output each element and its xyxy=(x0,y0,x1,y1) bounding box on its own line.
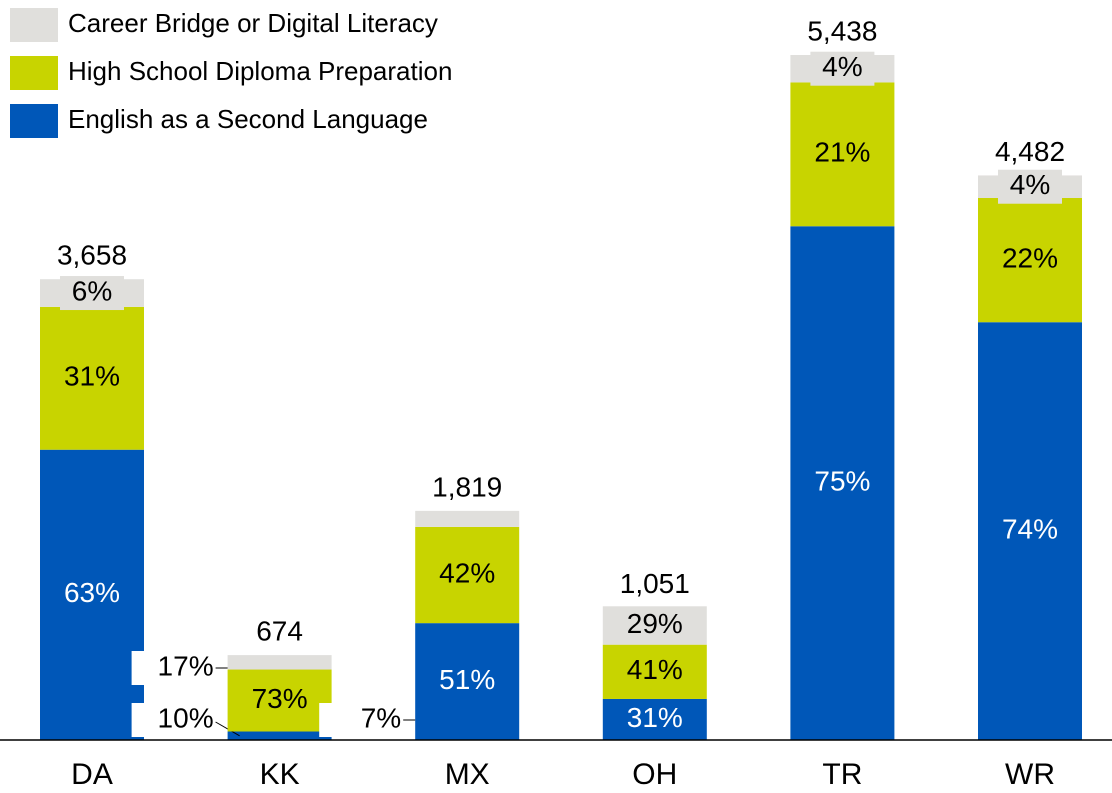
label-background xyxy=(998,169,1062,204)
segment-label: 73% xyxy=(252,683,308,714)
x-tick-label: OH xyxy=(632,758,677,791)
segment-label: 31% xyxy=(64,361,120,392)
bar-segment xyxy=(227,655,332,670)
segment-label: 74% xyxy=(1002,513,1058,544)
x-tick-label: KK xyxy=(260,758,300,791)
bar-segment xyxy=(978,198,1082,323)
x-tick-label: MX xyxy=(445,758,490,791)
total-label: 4,482 xyxy=(995,136,1065,167)
total-label: 1,819 xyxy=(432,471,502,502)
legend-swatch xyxy=(10,56,58,90)
total-label: 1,051 xyxy=(620,568,690,599)
legend-swatch xyxy=(10,8,58,42)
segment-label: 4% xyxy=(822,51,862,82)
legend-label: English as a Second Language xyxy=(68,104,428,134)
segment-label: 51% xyxy=(439,664,495,695)
segment-label: 17% xyxy=(158,650,214,681)
total-label: 3,658 xyxy=(57,240,127,271)
segment-label: 21% xyxy=(814,137,870,168)
segment-label: 31% xyxy=(627,702,683,733)
segment-label: 7% xyxy=(361,702,401,733)
bar-segment xyxy=(602,698,707,740)
x-tick-label: WR xyxy=(1005,758,1055,791)
bar-segment xyxy=(40,306,144,450)
segment-label: 63% xyxy=(64,577,120,608)
label-background xyxy=(131,703,216,737)
legend-label: Career Bridge or Digital Literacy xyxy=(68,8,438,38)
bar-segment xyxy=(40,449,144,740)
segment-label: 75% xyxy=(814,466,870,497)
segment-label: 6% xyxy=(72,275,112,306)
segment-label: 22% xyxy=(1002,243,1058,274)
x-tick-label: DA xyxy=(71,758,113,791)
bar-segment xyxy=(415,623,520,740)
bar-segment xyxy=(415,526,520,624)
segment-label: 42% xyxy=(439,557,495,588)
segment-label: 29% xyxy=(627,608,683,639)
bar-segment xyxy=(790,226,895,740)
label-background xyxy=(319,703,404,737)
segment-label: 10% xyxy=(158,702,214,733)
bar-segment xyxy=(227,731,332,740)
bar-segment xyxy=(227,669,332,732)
bar-segment xyxy=(790,82,895,227)
label-background xyxy=(810,51,875,86)
bar-segment xyxy=(415,510,520,527)
label-background xyxy=(622,608,687,643)
legend-swatch xyxy=(10,104,58,138)
legend-label: High School Diploma Preparation xyxy=(68,56,452,86)
label-background xyxy=(131,651,216,685)
bar-segment xyxy=(978,322,1082,740)
total-label: 674 xyxy=(256,615,303,646)
label-background xyxy=(60,276,124,311)
total-label: 5,438 xyxy=(807,15,877,46)
segment-label: 41% xyxy=(627,654,683,685)
segment-label: 4% xyxy=(1010,169,1050,200)
bar-segment xyxy=(602,644,707,699)
x-tick-label: TR xyxy=(822,758,862,791)
